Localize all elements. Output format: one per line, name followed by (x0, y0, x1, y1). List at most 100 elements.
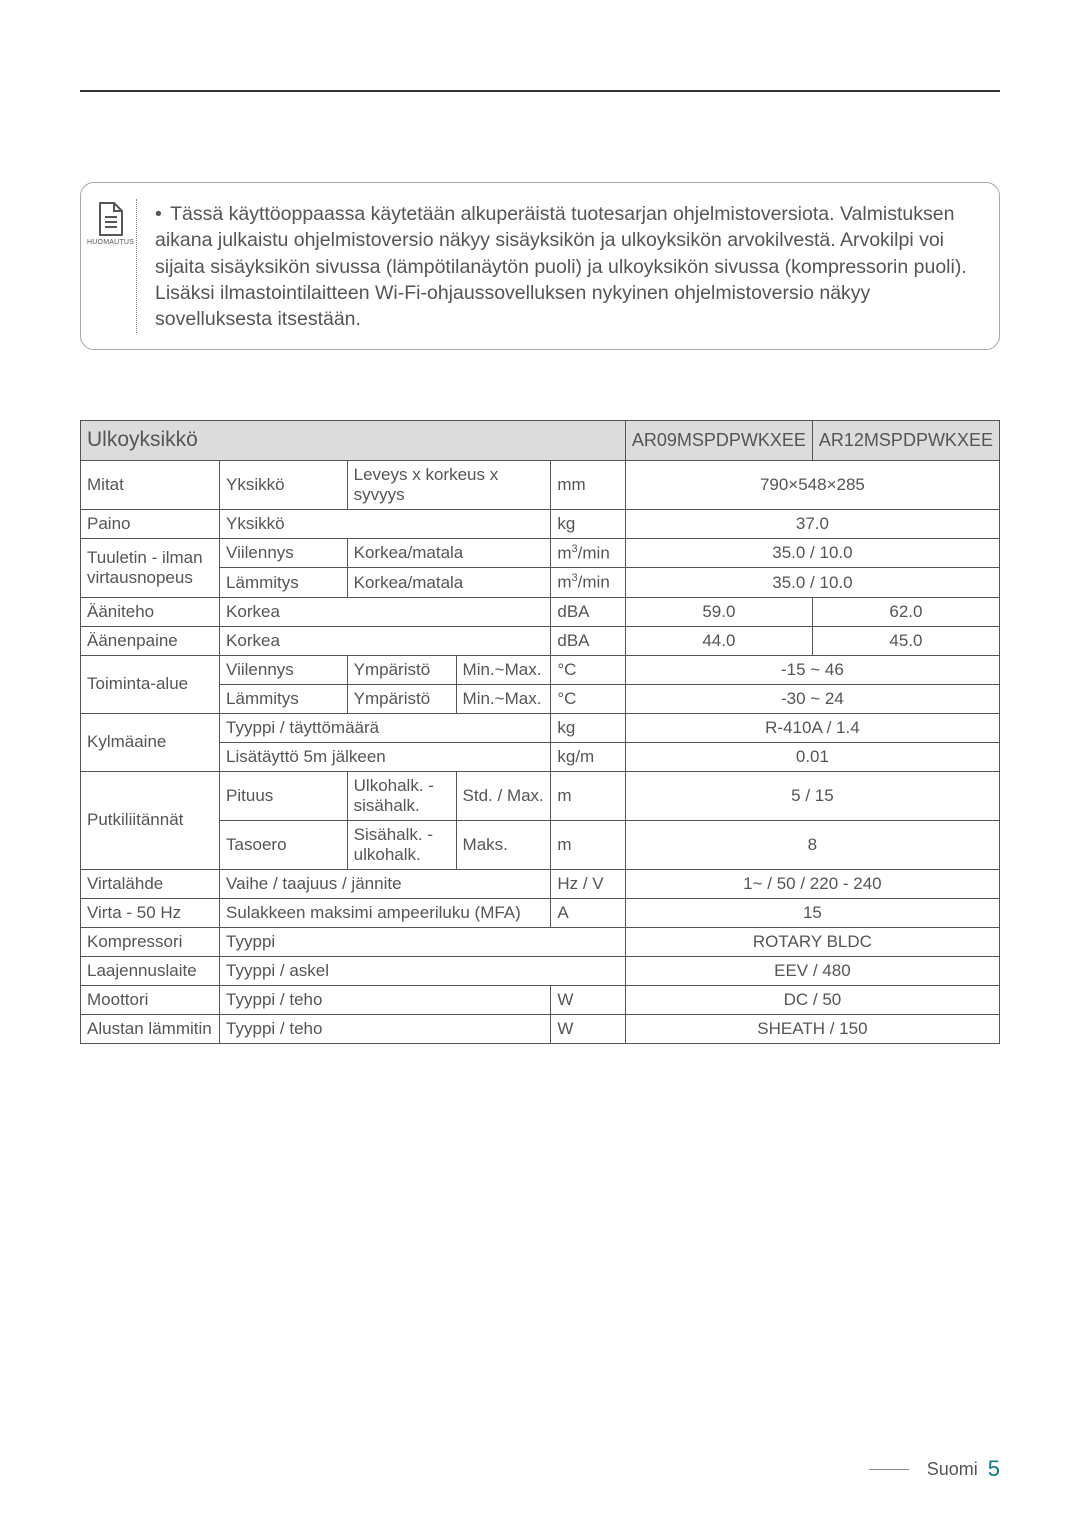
cell: m (551, 820, 625, 869)
cell: Laajennuslaite (81, 956, 220, 985)
cell: Tyyppi / teho (220, 1014, 551, 1043)
cell: Ympäristö (347, 655, 456, 684)
cell: ROTARY BLDC (625, 927, 999, 956)
bullet: • (155, 201, 165, 227)
cell: 59.0 (625, 597, 812, 626)
cell: Hz / V (551, 869, 625, 898)
table-row: Tuuletin - ilman virtausnopeus Viilennys… (81, 538, 1000, 568)
cell: 45.0 (812, 626, 999, 655)
cell: R-410A / 1.4 (625, 713, 999, 742)
cell: Sulakkeen maksimi ampeeriluku (MFA) (220, 898, 551, 927)
footer-rule (869, 1469, 909, 1470)
cell: °C (551, 684, 625, 713)
note-icon-col: HUOMAUTUS (95, 199, 137, 333)
cell: -15 ~ 46 (625, 655, 999, 684)
cell: Lämmitys (220, 568, 348, 598)
table-row: Paino Yksikkö kg 37.0 (81, 509, 1000, 538)
cell: Äänenpaine (81, 626, 220, 655)
cell: W (551, 985, 625, 1014)
cell: Virtalähde (81, 869, 220, 898)
cell: mm (551, 460, 625, 509)
cell: A (551, 898, 625, 927)
table-row: Laajennuslaite Tyyppi / askel EEV / 480 (81, 956, 1000, 985)
cell: Kompressori (81, 927, 220, 956)
cell: Ääniteho (81, 597, 220, 626)
cell: 44.0 (625, 626, 812, 655)
cell: Vaihe / taajuus / jännite (220, 869, 551, 898)
cell: 0.01 (625, 742, 999, 771)
cell: Viilennys (220, 655, 348, 684)
table-row: Äänenpaine Korkea dBA 44.0 45.0 (81, 626, 1000, 655)
cell: m3/min (551, 538, 625, 568)
cell: Maks. (456, 820, 551, 869)
cell: Ympäristö (347, 684, 456, 713)
cell: Putkiliitännät (81, 771, 220, 869)
cell: m (551, 771, 625, 820)
cell: °C (551, 655, 625, 684)
header-model-1: AR09MSPDPWKXEE (625, 420, 812, 460)
footer: Suomi 5 (869, 1456, 1000, 1482)
cell: Mitat (81, 460, 220, 509)
cell: 15 (625, 898, 999, 927)
table-header-row: Ulkoyksikkö AR09MSPDPWKXEE AR12MSPDPWKXE… (81, 420, 1000, 460)
cell: -30 ~ 24 (625, 684, 999, 713)
cell: dBA (551, 597, 625, 626)
cell: Tuuletin - ilman virtausnopeus (81, 538, 220, 597)
spec-table: Ulkoyksikkö AR09MSPDPWKXEE AR12MSPDPWKXE… (80, 420, 1000, 1044)
header-outdoor: Ulkoyksikkö (81, 420, 626, 460)
top-rule (80, 90, 1000, 92)
table-row: Kompressori Tyyppi ROTARY BLDC (81, 927, 1000, 956)
cell: Yksikkö (220, 460, 348, 509)
cell: Tyyppi / askel (220, 956, 626, 985)
cell: Moottori (81, 985, 220, 1014)
cell: Tyyppi (220, 927, 626, 956)
cell: Min.~Max. (456, 655, 551, 684)
cell: EEV / 480 (625, 956, 999, 985)
cell: Ulkohalk. - sisähalk. (347, 771, 456, 820)
cell: 8 (625, 820, 999, 869)
cell: 37.0 (625, 509, 999, 538)
table-row: Ääniteho Korkea dBA 59.0 62.0 (81, 597, 1000, 626)
cell: SHEATH / 150 (625, 1014, 999, 1043)
cell: Min.~Max. (456, 684, 551, 713)
table-row: Putkiliitännät Pituus Ulkohalk. - sisäha… (81, 771, 1000, 820)
cell: 35.0 / 10.0 (625, 538, 999, 568)
cell: Pituus (220, 771, 348, 820)
cell: kg (551, 509, 625, 538)
cell: 5 / 15 (625, 771, 999, 820)
cell: Virta - 50 Hz (81, 898, 220, 927)
table-row: Kylmäaine Tyyppi / täyttömäärä kg R-410A… (81, 713, 1000, 742)
cell: Korkea (220, 597, 551, 626)
cell: Kylmäaine (81, 713, 220, 771)
cell: kg (551, 713, 625, 742)
note-box: HUOMAUTUS • Tässä käyttöoppaassa käytetä… (80, 182, 1000, 350)
header-model-2: AR12MSPDPWKXEE (812, 420, 999, 460)
cell: Lämmitys (220, 684, 348, 713)
table-row: Virta - 50 Hz Sulakkeen maksimi ampeeril… (81, 898, 1000, 927)
table-row: Moottori Tyyppi / teho W DC / 50 (81, 985, 1000, 1014)
cell: Leveys x korkeus x syvyys (347, 460, 551, 509)
cell: Tyyppi / täyttömäärä (220, 713, 551, 742)
cell: Paino (81, 509, 220, 538)
cell: Std. / Max. (456, 771, 551, 820)
cell: Lisätäyttö 5m jälkeen (220, 742, 551, 771)
note-text: • Tässä käyttöoppaassa käytetään alkuper… (155, 199, 979, 333)
cell: 62.0 (812, 597, 999, 626)
note-body: Tässä käyttöoppaassa käytetään alkuperäi… (155, 203, 967, 330)
footer-page-number: 5 (988, 1456, 1000, 1482)
cell: Sisähalk. - ulkohalk. (347, 820, 456, 869)
cell: 35.0 / 10.0 (625, 568, 999, 598)
table-row: Mitat Yksikkö Leveys x korkeus x syvyys … (81, 460, 1000, 509)
cell: Viilennys (220, 538, 348, 568)
cell: Yksikkö (220, 509, 551, 538)
cell: Tyyppi / teho (220, 985, 551, 1014)
cell: kg/m (551, 742, 625, 771)
note-icon-label: HUOMAUTUS (87, 239, 134, 246)
cell: Korkea (220, 626, 551, 655)
table-row: Virtalähde Vaihe / taajuus / jännite Hz … (81, 869, 1000, 898)
cell: Tasoero (220, 820, 348, 869)
footer-language: Suomi (927, 1459, 978, 1480)
cell: 790×548×285 (625, 460, 999, 509)
cell: Korkea/matala (347, 538, 551, 568)
cell: Toiminta-alue (81, 655, 220, 713)
